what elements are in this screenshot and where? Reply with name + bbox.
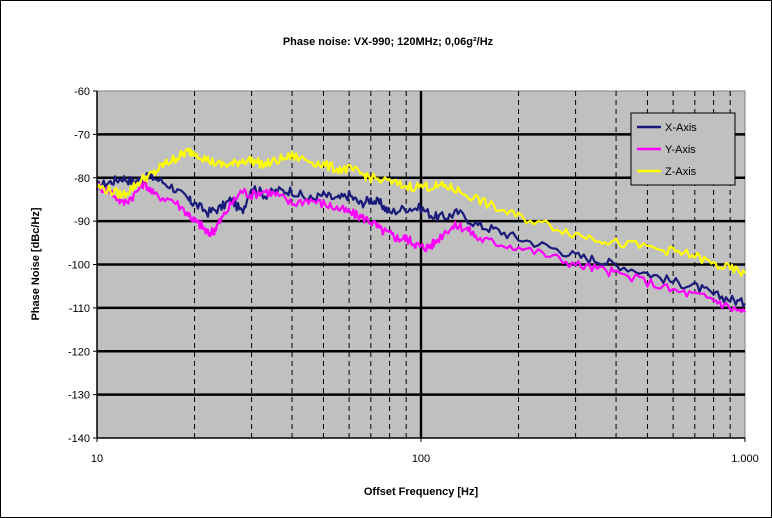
y-tick-label: -120: [68, 346, 90, 358]
series-layer: [95, 147, 746, 313]
y-tick-label: -90: [74, 216, 90, 228]
x-tick-label: 1.000: [731, 453, 759, 465]
legend-label: X-Axis: [665, 122, 697, 134]
legend-label: Z-Axis: [665, 166, 697, 178]
series-line-x-axis: [96, 171, 746, 307]
y-tick-label: -100: [68, 260, 90, 272]
y-tick-label: -80: [74, 173, 90, 185]
y-axis-label: Phase Noise [dBc/Hz]: [30, 207, 42, 320]
legend: X-Axis Y-Axis Z-Axis: [630, 112, 736, 186]
x-axis-label: Offset Frequency [Hz]: [364, 486, 479, 498]
x-tick-label: 10: [91, 453, 103, 465]
series-line-z-axis: [96, 147, 746, 277]
legend-label: Y-Axis: [665, 144, 696, 156]
x-tick-label: 100: [412, 453, 430, 465]
y-tick-label: -110: [69, 303, 90, 315]
y-tick-label: -60: [74, 86, 90, 98]
y-tick-label: -140: [68, 433, 90, 445]
chart-title: Phase noise: VX-990; 120MHz; 0,06g²/Hz: [283, 36, 494, 48]
series-line-y-axis: [95, 178, 746, 313]
y-tick-label: -70: [74, 129, 90, 141]
y-tick-label: -130: [68, 390, 90, 402]
